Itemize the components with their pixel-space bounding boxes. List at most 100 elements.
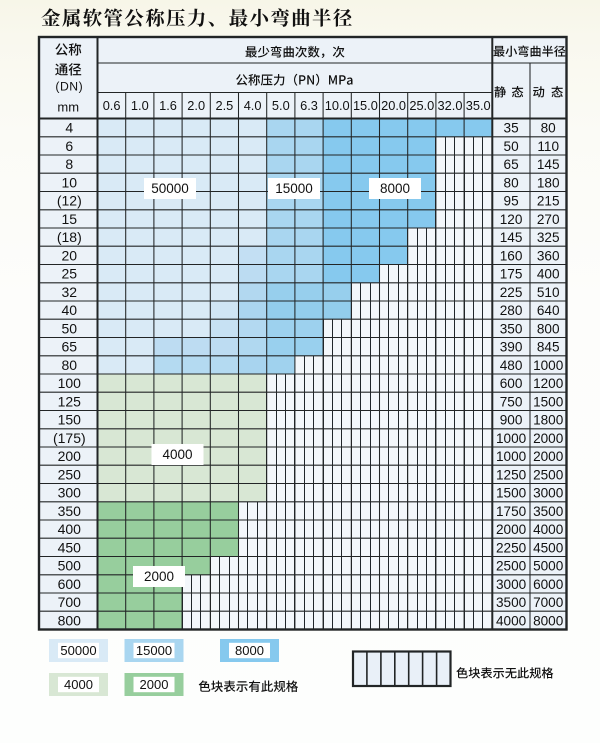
svg-text:2000: 2000 bbox=[496, 522, 527, 537]
svg-text:700: 700 bbox=[58, 594, 82, 610]
svg-text:20: 20 bbox=[62, 247, 78, 263]
svg-text:800: 800 bbox=[58, 612, 82, 628]
svg-text:3500: 3500 bbox=[496, 595, 527, 610]
svg-text:390: 390 bbox=[500, 340, 523, 355]
svg-text:120: 120 bbox=[500, 212, 523, 227]
svg-text:15.0: 15.0 bbox=[353, 98, 378, 113]
svg-text:7000: 7000 bbox=[533, 595, 564, 610]
svg-text:1.0: 1.0 bbox=[131, 98, 149, 113]
svg-text:35: 35 bbox=[504, 121, 519, 136]
svg-text:25.0: 25.0 bbox=[409, 98, 434, 113]
svg-text:180: 180 bbox=[537, 175, 560, 190]
svg-text:1250: 1250 bbox=[496, 467, 527, 482]
svg-text:50: 50 bbox=[62, 320, 78, 336]
svg-text:360: 360 bbox=[537, 248, 560, 263]
svg-text:300: 300 bbox=[58, 485, 82, 501]
svg-text:1200: 1200 bbox=[533, 376, 564, 391]
svg-text:65: 65 bbox=[62, 339, 78, 355]
svg-text:350: 350 bbox=[500, 321, 523, 336]
svg-text:8000: 8000 bbox=[235, 643, 264, 658]
svg-text:1500: 1500 bbox=[533, 394, 564, 409]
svg-text:6.3: 6.3 bbox=[300, 98, 318, 113]
svg-text:500: 500 bbox=[58, 558, 82, 574]
svg-text:4: 4 bbox=[65, 120, 73, 136]
svg-text:2500: 2500 bbox=[533, 467, 564, 482]
svg-text:15: 15 bbox=[62, 211, 78, 227]
svg-text:3000: 3000 bbox=[496, 577, 527, 592]
svg-text:350: 350 bbox=[58, 503, 82, 519]
svg-text:145: 145 bbox=[500, 230, 523, 245]
svg-text:2500: 2500 bbox=[496, 559, 527, 574]
svg-text:4000: 4000 bbox=[64, 677, 93, 692]
svg-text:1000: 1000 bbox=[496, 449, 527, 464]
svg-text:50000: 50000 bbox=[151, 181, 189, 196]
svg-text:6000: 6000 bbox=[533, 577, 564, 592]
svg-text:1800: 1800 bbox=[533, 413, 564, 428]
svg-text:4500: 4500 bbox=[533, 540, 564, 555]
svg-text:1000: 1000 bbox=[496, 431, 527, 446]
svg-text:80: 80 bbox=[541, 121, 557, 136]
svg-text:270: 270 bbox=[537, 212, 560, 227]
svg-text:2.5: 2.5 bbox=[216, 98, 234, 113]
svg-text:400: 400 bbox=[537, 267, 560, 282]
svg-text:mm: mm bbox=[57, 100, 79, 115]
svg-text:750: 750 bbox=[500, 394, 523, 409]
svg-text:1750: 1750 bbox=[496, 504, 527, 519]
svg-text:100: 100 bbox=[58, 375, 82, 391]
svg-text:200: 200 bbox=[58, 448, 82, 464]
svg-text:1500: 1500 bbox=[496, 486, 527, 501]
svg-text:6: 6 bbox=[65, 138, 73, 154]
svg-text:95: 95 bbox=[504, 194, 519, 209]
svg-text:25: 25 bbox=[62, 266, 78, 282]
svg-text:10.0: 10.0 bbox=[325, 98, 350, 113]
svg-text:80: 80 bbox=[62, 357, 78, 373]
svg-text:5000: 5000 bbox=[533, 559, 564, 574]
svg-text:15000: 15000 bbox=[136, 643, 172, 658]
svg-text:640: 640 bbox=[537, 303, 560, 318]
svg-text:250: 250 bbox=[58, 466, 82, 482]
svg-text:(175): (175) bbox=[53, 430, 86, 446]
svg-text:450: 450 bbox=[58, 539, 82, 555]
svg-text:510: 510 bbox=[537, 285, 560, 300]
svg-text:800: 800 bbox=[537, 321, 560, 336]
svg-text:32: 32 bbox=[62, 284, 78, 300]
svg-text:40: 40 bbox=[62, 302, 78, 318]
svg-text:65: 65 bbox=[504, 157, 519, 172]
svg-text:2000: 2000 bbox=[140, 677, 169, 692]
svg-text:110: 110 bbox=[537, 139, 559, 154]
svg-text:480: 480 bbox=[500, 358, 523, 373]
svg-text:2000: 2000 bbox=[144, 569, 174, 584]
svg-text:8000: 8000 bbox=[533, 613, 564, 628]
svg-text:3500: 3500 bbox=[533, 504, 564, 519]
svg-text:125: 125 bbox=[58, 393, 82, 409]
svg-text:1.6: 1.6 bbox=[159, 98, 177, 113]
svg-text:0.6: 0.6 bbox=[103, 98, 121, 113]
svg-text:325: 325 bbox=[537, 230, 560, 245]
svg-text:175: 175 bbox=[500, 267, 523, 282]
svg-text:2250: 2250 bbox=[496, 540, 527, 555]
svg-text:5.0: 5.0 bbox=[272, 98, 290, 113]
svg-text:80: 80 bbox=[504, 175, 520, 190]
svg-text:400: 400 bbox=[58, 521, 82, 537]
svg-text:3000: 3000 bbox=[533, 486, 564, 501]
svg-text:(DN): (DN) bbox=[55, 80, 83, 94]
svg-text:600: 600 bbox=[58, 576, 82, 592]
svg-text:900: 900 bbox=[500, 413, 523, 428]
svg-text:845: 845 bbox=[537, 340, 560, 355]
svg-text:600: 600 bbox=[500, 376, 523, 391]
svg-text:2000: 2000 bbox=[533, 431, 564, 446]
svg-text:4.0: 4.0 bbox=[244, 98, 262, 113]
svg-text:2.0: 2.0 bbox=[187, 98, 205, 113]
svg-text:20.0: 20.0 bbox=[381, 98, 406, 113]
svg-text:2000: 2000 bbox=[533, 449, 564, 464]
svg-text:145: 145 bbox=[537, 157, 560, 172]
svg-text:8: 8 bbox=[65, 156, 73, 172]
svg-text:215: 215 bbox=[537, 194, 560, 209]
svg-text:50: 50 bbox=[504, 139, 520, 154]
svg-text:160: 160 bbox=[500, 248, 523, 263]
svg-text:280: 280 bbox=[500, 303, 523, 318]
svg-text:225: 225 bbox=[500, 285, 523, 300]
svg-text:50000: 50000 bbox=[60, 643, 96, 658]
svg-text:15000: 15000 bbox=[275, 181, 313, 196]
svg-text:1000: 1000 bbox=[533, 358, 564, 373]
